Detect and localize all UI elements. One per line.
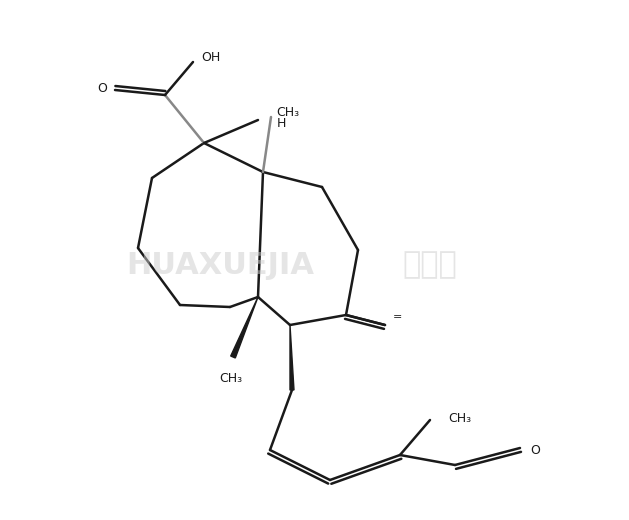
Text: H: H [277,116,286,129]
Polygon shape [290,325,294,390]
Polygon shape [231,297,258,358]
Text: 化学加: 化学加 [403,251,457,280]
Text: CH₃: CH₃ [448,411,471,424]
Text: CH₃: CH₃ [276,106,299,119]
Text: HUAXUEJIA: HUAXUEJIA [126,251,314,280]
Text: CH₃: CH₃ [220,372,243,385]
Text: O: O [97,82,107,95]
Text: =: = [392,312,402,322]
Text: OH: OH [201,50,220,63]
Text: O: O [530,445,540,458]
